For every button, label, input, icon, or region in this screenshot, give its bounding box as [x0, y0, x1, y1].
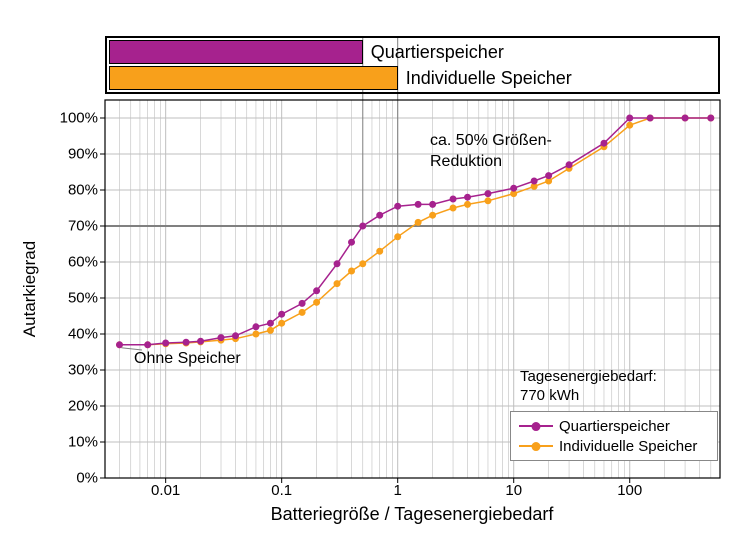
legend-swatch-individuell: [519, 445, 553, 447]
legend-item-quartier: Quartierspeicher: [519, 416, 709, 436]
annotation-reduction-line1: ca. 50% Größen-: [430, 132, 552, 150]
top-bar-label-individuell: Individuelle Speicher: [406, 68, 572, 89]
top-bar-quartier: [109, 40, 363, 64]
annotation-bedarf-line2: 770 kWh: [520, 387, 579, 404]
legend-item-individuell: Individuelle Speicher: [519, 436, 709, 456]
annotation-ohne-speicher: Ohne Speicher: [134, 350, 241, 368]
legend-label-individuell: Individuelle Speicher: [559, 438, 697, 455]
top-bar-label-quartier: Quartierspeicher: [371, 42, 504, 63]
legend-label-quartier: Quartierspeicher: [559, 418, 670, 435]
annotation-reduction-line2: Reduktion: [430, 153, 502, 171]
top-bar-individuell: [109, 66, 398, 90]
legend-swatch-quartier: [519, 425, 553, 427]
annotation-bedarf-line1: Tagesenergiebedarf:: [520, 368, 657, 385]
legend: Quartierspeicher Individuelle Speicher: [510, 411, 718, 461]
